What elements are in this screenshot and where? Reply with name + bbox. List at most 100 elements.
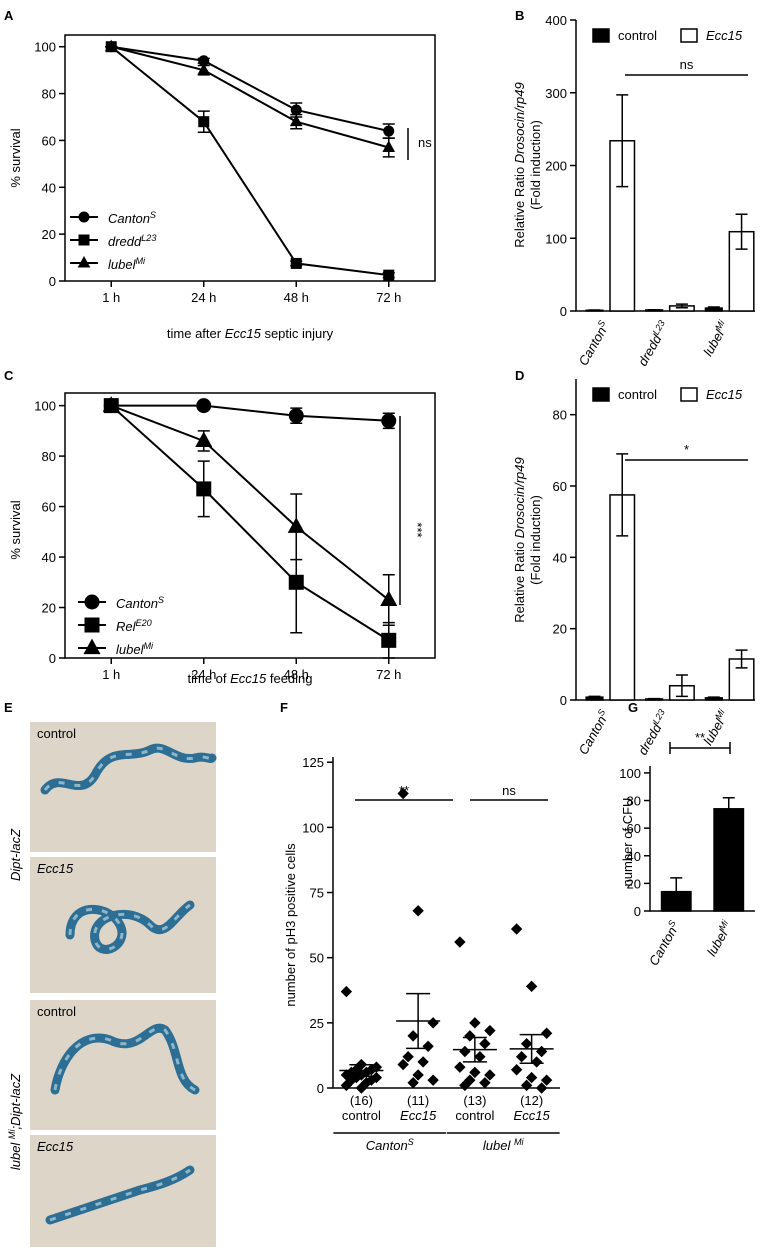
gut-outline (49, 1168, 191, 1222)
series-line (111, 404, 389, 422)
x-tick-label: CantonS (645, 919, 683, 969)
image-label: control (37, 1004, 76, 1019)
label-sup: L23 (141, 233, 156, 243)
series-line (111, 45, 389, 133)
point (402, 1051, 414, 1063)
y-tick-label: 20 (553, 622, 567, 637)
point (525, 980, 538, 993)
y-axis-label: number of CFU (620, 798, 635, 887)
y-tick-label: 40 (627, 849, 641, 864)
label-part: Ecc15 (230, 671, 267, 686)
axes (575, 20, 755, 312)
y-tick-label: 0 (49, 274, 56, 289)
legend-label: RelE20 (116, 618, 152, 634)
point (474, 1051, 486, 1063)
label-sup: S (596, 319, 608, 329)
error-bar (616, 94, 629, 188)
y-axis-label: (Fold induction) (528, 495, 543, 585)
legend-swatch (592, 28, 610, 43)
error-bar (648, 697, 661, 701)
legend-label: lubelMi (116, 641, 154, 657)
label-part: Relative Ratio (512, 163, 527, 248)
y-tick-label: 40 (42, 550, 56, 565)
point (520, 1037, 533, 1050)
image-label: control (37, 726, 76, 741)
error-bar (519, 1033, 544, 1064)
label-text: Canton (108, 211, 150, 226)
image-label: Ecc15 (37, 861, 74, 876)
x-axis-label: time of Ecc15 feeding (187, 671, 312, 686)
label-text: Canton (116, 596, 158, 611)
panel-letter: A (4, 8, 14, 23)
label-text: dredd (108, 234, 142, 249)
label-text: Canton (575, 713, 609, 757)
group-count: (16) (350, 1093, 373, 1108)
group-title: CantonS (366, 1137, 414, 1153)
y-tick-label: 75 (310, 886, 324, 901)
y-tick-label: 0 (317, 1081, 324, 1096)
group-label: control (342, 1108, 381, 1123)
point (510, 923, 523, 935)
y-tick-label: 100 (302, 820, 324, 835)
label-text: Canton (575, 324, 609, 368)
point (540, 1027, 553, 1039)
point (535, 1082, 548, 1094)
legend-swatch (680, 387, 698, 402)
y-tick-label: 20 (42, 227, 56, 242)
label-text: lubel (108, 257, 137, 272)
point (381, 413, 397, 429)
label-sup: L23 (651, 319, 667, 337)
y-tick-label: 300 (545, 86, 567, 101)
y-tick-label: 60 (553, 479, 567, 494)
legend-label: Ecc15 (706, 28, 743, 43)
legend-marker (78, 211, 90, 223)
point (479, 1037, 491, 1050)
y-tick-label: 60 (42, 133, 56, 148)
label-text: Canton (366, 1138, 408, 1153)
point (535, 1045, 548, 1058)
label-sup: S (150, 210, 156, 220)
label-part: % survival (8, 500, 23, 559)
y-tick-label: 100 (34, 399, 56, 414)
x-tick-label: CantonS (575, 708, 613, 758)
error-bar (735, 649, 748, 669)
point (287, 517, 305, 533)
label-text: lubel (483, 1138, 514, 1153)
point (381, 632, 397, 648)
label-part: Ecc15 (225, 326, 262, 341)
y-tick-label: 25 (310, 1016, 324, 1031)
x-tick-label: lubelMi (699, 318, 732, 359)
legend-label: CantonS (108, 210, 156, 226)
annotation: ns (502, 783, 516, 798)
point (469, 1066, 481, 1079)
point (484, 1024, 496, 1037)
legend-label: lubelMi (108, 256, 146, 272)
point (454, 1061, 466, 1073)
label-text: dredd (635, 720, 665, 757)
point (383, 269, 395, 281)
y-tick-label: 100 (34, 40, 56, 55)
label-text: lubel (116, 642, 145, 657)
point (104, 39, 118, 52)
point (479, 1077, 491, 1089)
y-tick-label: 125 (302, 755, 324, 770)
point (459, 1045, 471, 1058)
y-axis-label: Relative Ratio Drosocin/rp49 (512, 82, 527, 247)
y-axis-label: % survival (8, 128, 23, 187)
label-sup: L23 (651, 708, 667, 726)
y-tick-label: 50 (310, 951, 324, 966)
group-title: lubel Mi (483, 1137, 525, 1153)
y-tick-label: 0 (634, 904, 641, 919)
label-sup: S (666, 919, 678, 929)
panel-letter: E (4, 700, 13, 715)
annotation: * (684, 442, 689, 457)
point (412, 905, 424, 917)
point (515, 1051, 528, 1063)
label-part: time after (167, 326, 225, 341)
point (422, 1040, 434, 1053)
label-part: % survival (8, 128, 23, 187)
point (289, 114, 303, 127)
label-part: Drosocin/rp49 (512, 82, 527, 163)
point (340, 1079, 353, 1092)
label-part: feeding (266, 671, 312, 686)
